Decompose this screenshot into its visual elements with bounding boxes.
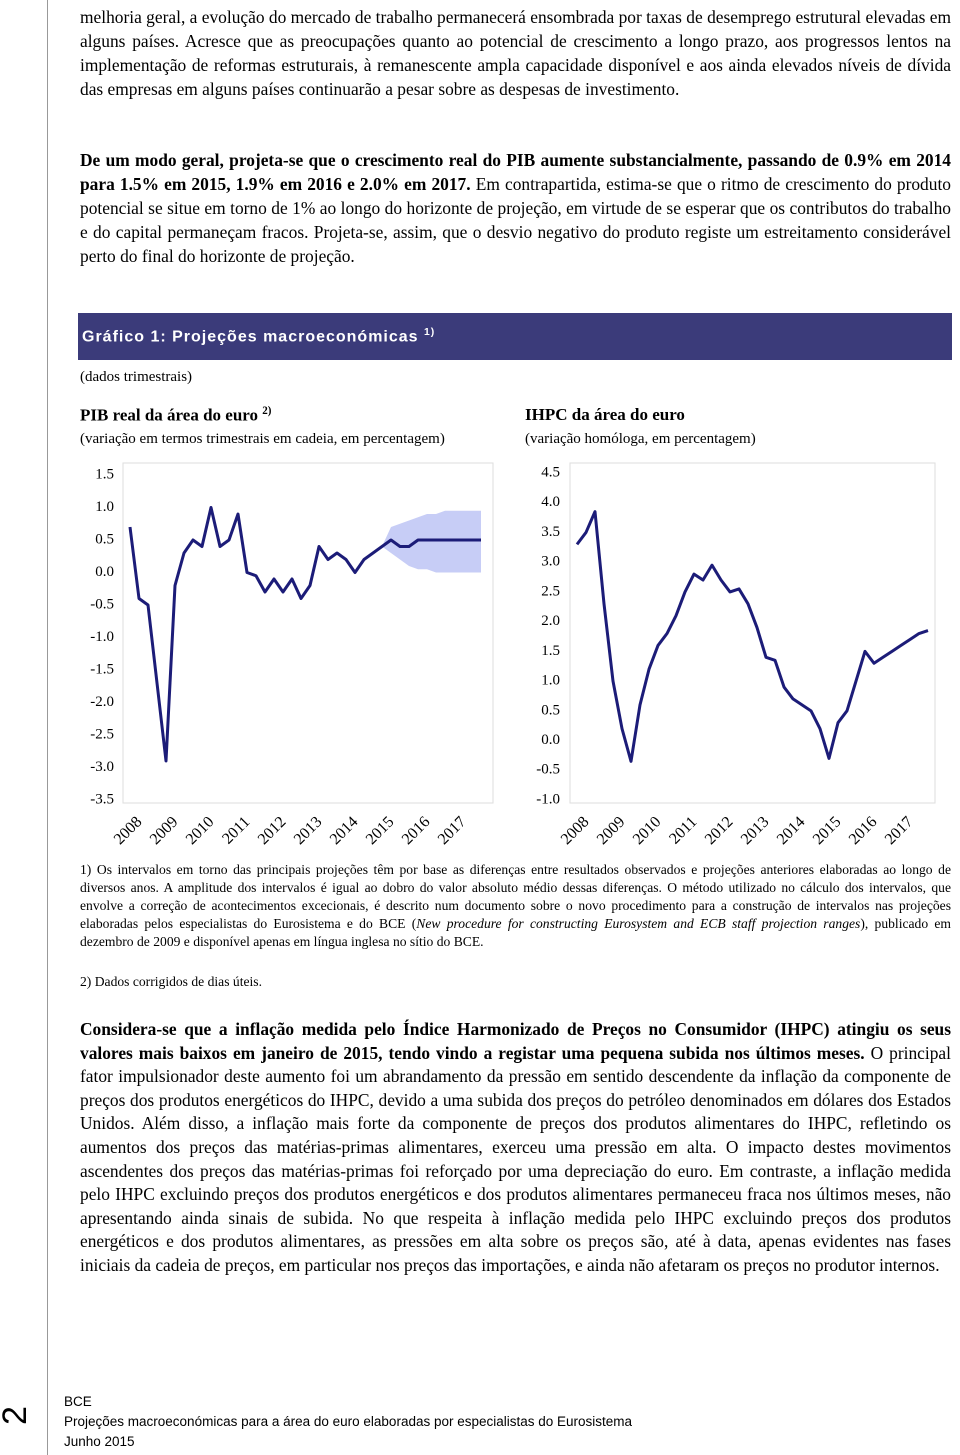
x-tick-label: 2011 [219, 813, 253, 847]
x-tick-label: 2012 [255, 813, 290, 848]
series-line [575, 510, 929, 763]
figure-title-note: 1) [424, 327, 436, 338]
x-tick-label: 2013 [291, 813, 326, 848]
figure-title-wrap: Gráfico 1: Projeções macroeconómicas 1) [82, 327, 435, 346]
y-tick-label: -3.5 [90, 791, 114, 807]
paragraph-text: Em contrapartida, estima-se que o ritmo … [80, 174, 951, 266]
y-tick-label: -3.0 [90, 759, 114, 775]
figure-subtitle: (dados trimestrais) [80, 369, 193, 385]
y-tick-label: 4.5 [541, 464, 560, 480]
y-tick-label: 3.0 [541, 554, 560, 570]
y-tick-label: 0.0 [95, 564, 114, 580]
y-tick-label: 1.5 [95, 466, 114, 482]
x-tick-label: 2011 [666, 813, 700, 847]
series-line [128, 506, 481, 763]
paragraph: Considera-se que a inflação medida pelo … [80, 1018, 951, 1278]
footnote: 1) Os intervalos em torno das principais… [80, 861, 951, 951]
x-tick-label: 2014 [327, 813, 362, 848]
x-tick-label: 2014 [774, 813, 809, 848]
chart-title: PIB real da área do euro 2) [80, 405, 271, 426]
charts: 1.5 1.0 0.5 0.0 -0.5 -1.0 -1.5 -2.0 -2.5 -3.0 -3.5… [90, 462, 936, 848]
x-tick-label: 2015 [363, 813, 398, 848]
x-tick-label: 2016 [846, 813, 881, 848]
plot-frame [122, 462, 494, 804]
x-tick-label: 2010 [630, 813, 665, 848]
y-tick-label: -2.0 [90, 694, 114, 710]
footer-line: BCE [64, 1394, 92, 1409]
footnote-text: 1) Os intervalos em torno das principais… [80, 862, 951, 931]
projection-range [382, 510, 481, 573]
x-tick-label: 2008 [111, 813, 146, 848]
page-number: 2 [0, 1406, 35, 1425]
footnote: 2) Dados corrigidos de dias úteis. [80, 974, 262, 989]
y-tick-label: 1.0 [541, 673, 560, 689]
y-tick-label: 4.0 [541, 494, 560, 510]
chart-subtitle: (variação em termos trimestrais em cadei… [80, 431, 445, 447]
x-tick-label: 2017 [882, 813, 917, 848]
figure-header: Gráfico 1: Projeções macroeconómicas 1) [78, 313, 952, 360]
y-tick-label: 3.5 [541, 524, 560, 540]
y-tick-label: -1.0 [536, 791, 560, 807]
plot-frame [569, 462, 936, 804]
chart-subtitle: (variação homóloga, em percentagem) [525, 431, 756, 447]
chart-title-text: PIB real da área do euro [80, 405, 259, 425]
paragraph: melhoria geral, a evolução do mercado de… [80, 7, 951, 99]
y-tick-label: -2.5 [90, 726, 114, 742]
footnote-italic: New procedure for constructing Eurosyste… [416, 916, 861, 931]
margin-rule [47, 0, 48, 1455]
y-tick-label: 1.0 [95, 499, 114, 515]
x-tick-label: 2009 [594, 813, 629, 848]
y-tick-label: -1.0 [90, 629, 114, 645]
paragraph: De um modo geral, projeta-se que o cresc… [80, 148, 951, 268]
y-tick-label: 0.0 [541, 732, 560, 748]
footer-line: Junho 2015 [64, 1434, 135, 1449]
chart-title-note: 2) [262, 405, 272, 417]
paragraph-text: O principal fator impulsionador deste au… [80, 1042, 951, 1275]
figure-title: Gráfico 1: Projeções macroeconómicas [82, 328, 419, 346]
x-tick-label: 2017 [435, 813, 470, 848]
y-tick-label: 0.5 [95, 531, 114, 547]
paragraph-bold: Considera-se que a inflação medida pelo … [80, 1019, 951, 1063]
x-tick-label: 2009 [147, 813, 182, 848]
footer-line: Projeções macroeconómicas para a área do… [64, 1414, 633, 1429]
x-tick-label: 2012 [702, 813, 737, 848]
chart-title: IHPC da área do euro [525, 405, 685, 424]
y-tick-label: 1.5 [541, 643, 560, 659]
y-tick-label: -1.5 [90, 661, 114, 677]
x-tick-label: 2015 [810, 813, 845, 848]
footnote-text: ), publicado em dezembro de 2009 e dispo… [80, 916, 951, 949]
y-tick-label: 2.5 [541, 583, 560, 599]
x-tick-label: 2013 [738, 813, 773, 848]
y-tick-label: 0.5 [541, 702, 560, 718]
x-tick-label: 2008 [558, 813, 593, 848]
y-tick-label: 2.0 [541, 613, 560, 629]
x-tick-label: 2016 [399, 813, 434, 848]
y-tick-label: -0.5 [90, 596, 114, 612]
x-tick-label: 2010 [183, 813, 218, 848]
y-tick-label: -0.5 [536, 762, 560, 778]
paragraph-bold: De um modo geral, projeta-se que o cresc… [80, 150, 951, 194]
